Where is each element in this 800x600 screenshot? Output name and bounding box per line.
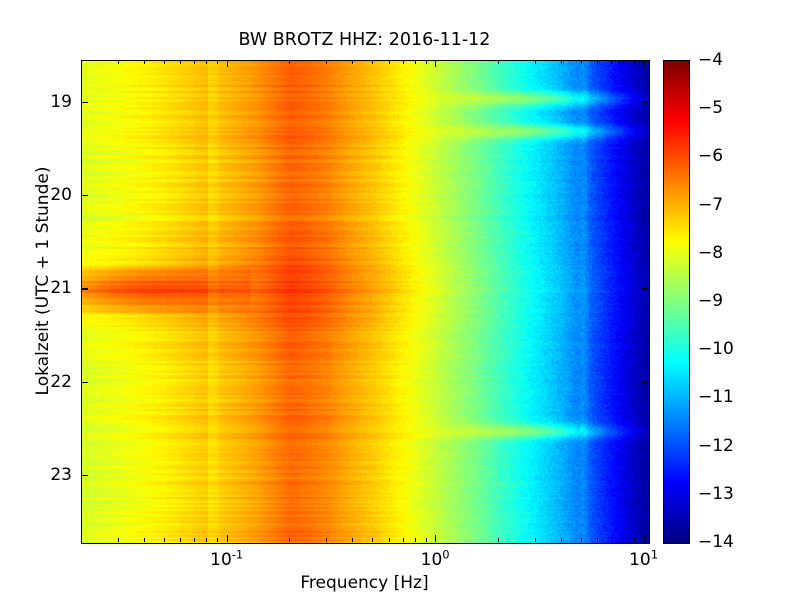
x-major-tick [435,535,437,542]
colorbar-tick-label: −11 [698,387,734,408]
x-minor-tick-top [194,60,196,64]
x-minor-tick-top [352,60,354,64]
x-minor-tick-top [560,60,562,64]
x-minor-tick [326,538,328,542]
x-minor-tick-top [597,60,599,64]
x-minor-tick [611,538,613,542]
y-tick-label: 22 [50,371,72,392]
y-major-tick [81,474,88,477]
x-minor-tick-top [534,60,536,64]
x-minor-tick [180,538,182,542]
x-minor-tick-top [580,60,582,64]
x-minor-tick [81,538,82,542]
colorbar-tick-label: −13 [698,483,734,504]
x-minor-tick [414,538,416,542]
x-major-tick [643,535,645,542]
colorbar-tick-label: −5 [698,98,724,119]
x-minor-tick [623,538,625,542]
x-tick-label: 100 [420,547,450,570]
x-minor-tick [497,538,499,542]
x-major-tick-top [226,60,228,67]
x-minor-tick [372,538,374,542]
spectrogram-axes [81,60,650,544]
y-tick-label: 20 [50,185,72,206]
y-major-tick-right [641,195,648,197]
x-minor-tick [388,538,390,542]
x-minor-tick-top [289,60,291,64]
x-minor-tick-top [611,60,613,64]
x-minor-tick [634,538,636,542]
colorbar [663,60,690,544]
x-minor-tick-top [372,60,374,64]
x-minor-tick [117,538,119,542]
y-tick-label: 21 [50,278,72,299]
x-tick-label: 101 [629,547,659,570]
x-minor-tick [580,538,582,542]
x-axis-label: Frequency [Hz] [300,573,429,593]
x-minor-tick-top [143,60,145,64]
y-major-tick-right [641,288,648,290]
x-minor-tick [402,538,404,542]
x-minor-tick-top [388,60,390,64]
x-minor-tick [425,538,427,542]
y-major-tick [81,195,88,197]
colorbar-tick-label: −7 [698,194,724,215]
colorbar-tick-label: −10 [698,339,734,360]
x-minor-tick [597,538,599,542]
x-major-tick-top [643,60,645,67]
x-major-tick [226,535,228,542]
y-major-tick-right [641,101,648,104]
colorbar-tick-label: −8 [698,242,724,263]
x-tick-label: 10-1 [210,547,244,570]
y-major-tick [81,101,88,104]
y-major-tick [81,381,88,383]
y-major-tick-right [641,474,648,477]
x-minor-tick [534,538,536,542]
x-minor-tick-top [402,60,404,64]
x-minor-tick [163,538,165,542]
x-minor-tick [560,538,562,542]
colorbar-tick-label: −4 [698,50,724,70]
x-minor-tick-top [634,60,636,64]
colorbar-tick-label: −12 [698,435,734,456]
colorbar-tick-label: −14 [698,532,734,552]
x-major-tick-top [435,60,437,67]
x-minor-tick-top [117,60,119,64]
y-axis-label: Lokalzeit (UTC + 1 Stunde) [33,166,53,396]
x-minor-tick [206,538,208,542]
y-tick-label: 23 [50,464,72,485]
colorbar-tick-label: −6 [698,146,724,167]
x-minor-tick-top [163,60,165,64]
x-minor-tick-top [81,60,82,64]
x-minor-tick [143,538,145,542]
colorbar-gradient [664,61,689,543]
spectrogram-image [82,61,649,543]
y-tick-label: 19 [50,91,72,112]
x-minor-tick-top [497,60,499,64]
x-minor-tick-top [623,60,625,64]
x-minor-tick-top [217,60,219,64]
x-minor-tick-top [414,60,416,64]
x-minor-tick [352,538,354,542]
x-minor-tick [289,538,291,542]
x-minor-tick [217,538,219,542]
page-title: BW BROTZ HHZ: 2016-11-12 [238,30,491,50]
y-major-tick [81,288,88,290]
colorbar-tick-label: −9 [698,291,724,311]
y-major-tick-right [641,381,648,383]
x-minor-tick-top [425,60,427,64]
x-minor-tick [194,538,196,542]
x-minor-tick-top [206,60,208,64]
x-minor-tick-top [180,60,182,64]
x-minor-tick-top [326,60,328,64]
